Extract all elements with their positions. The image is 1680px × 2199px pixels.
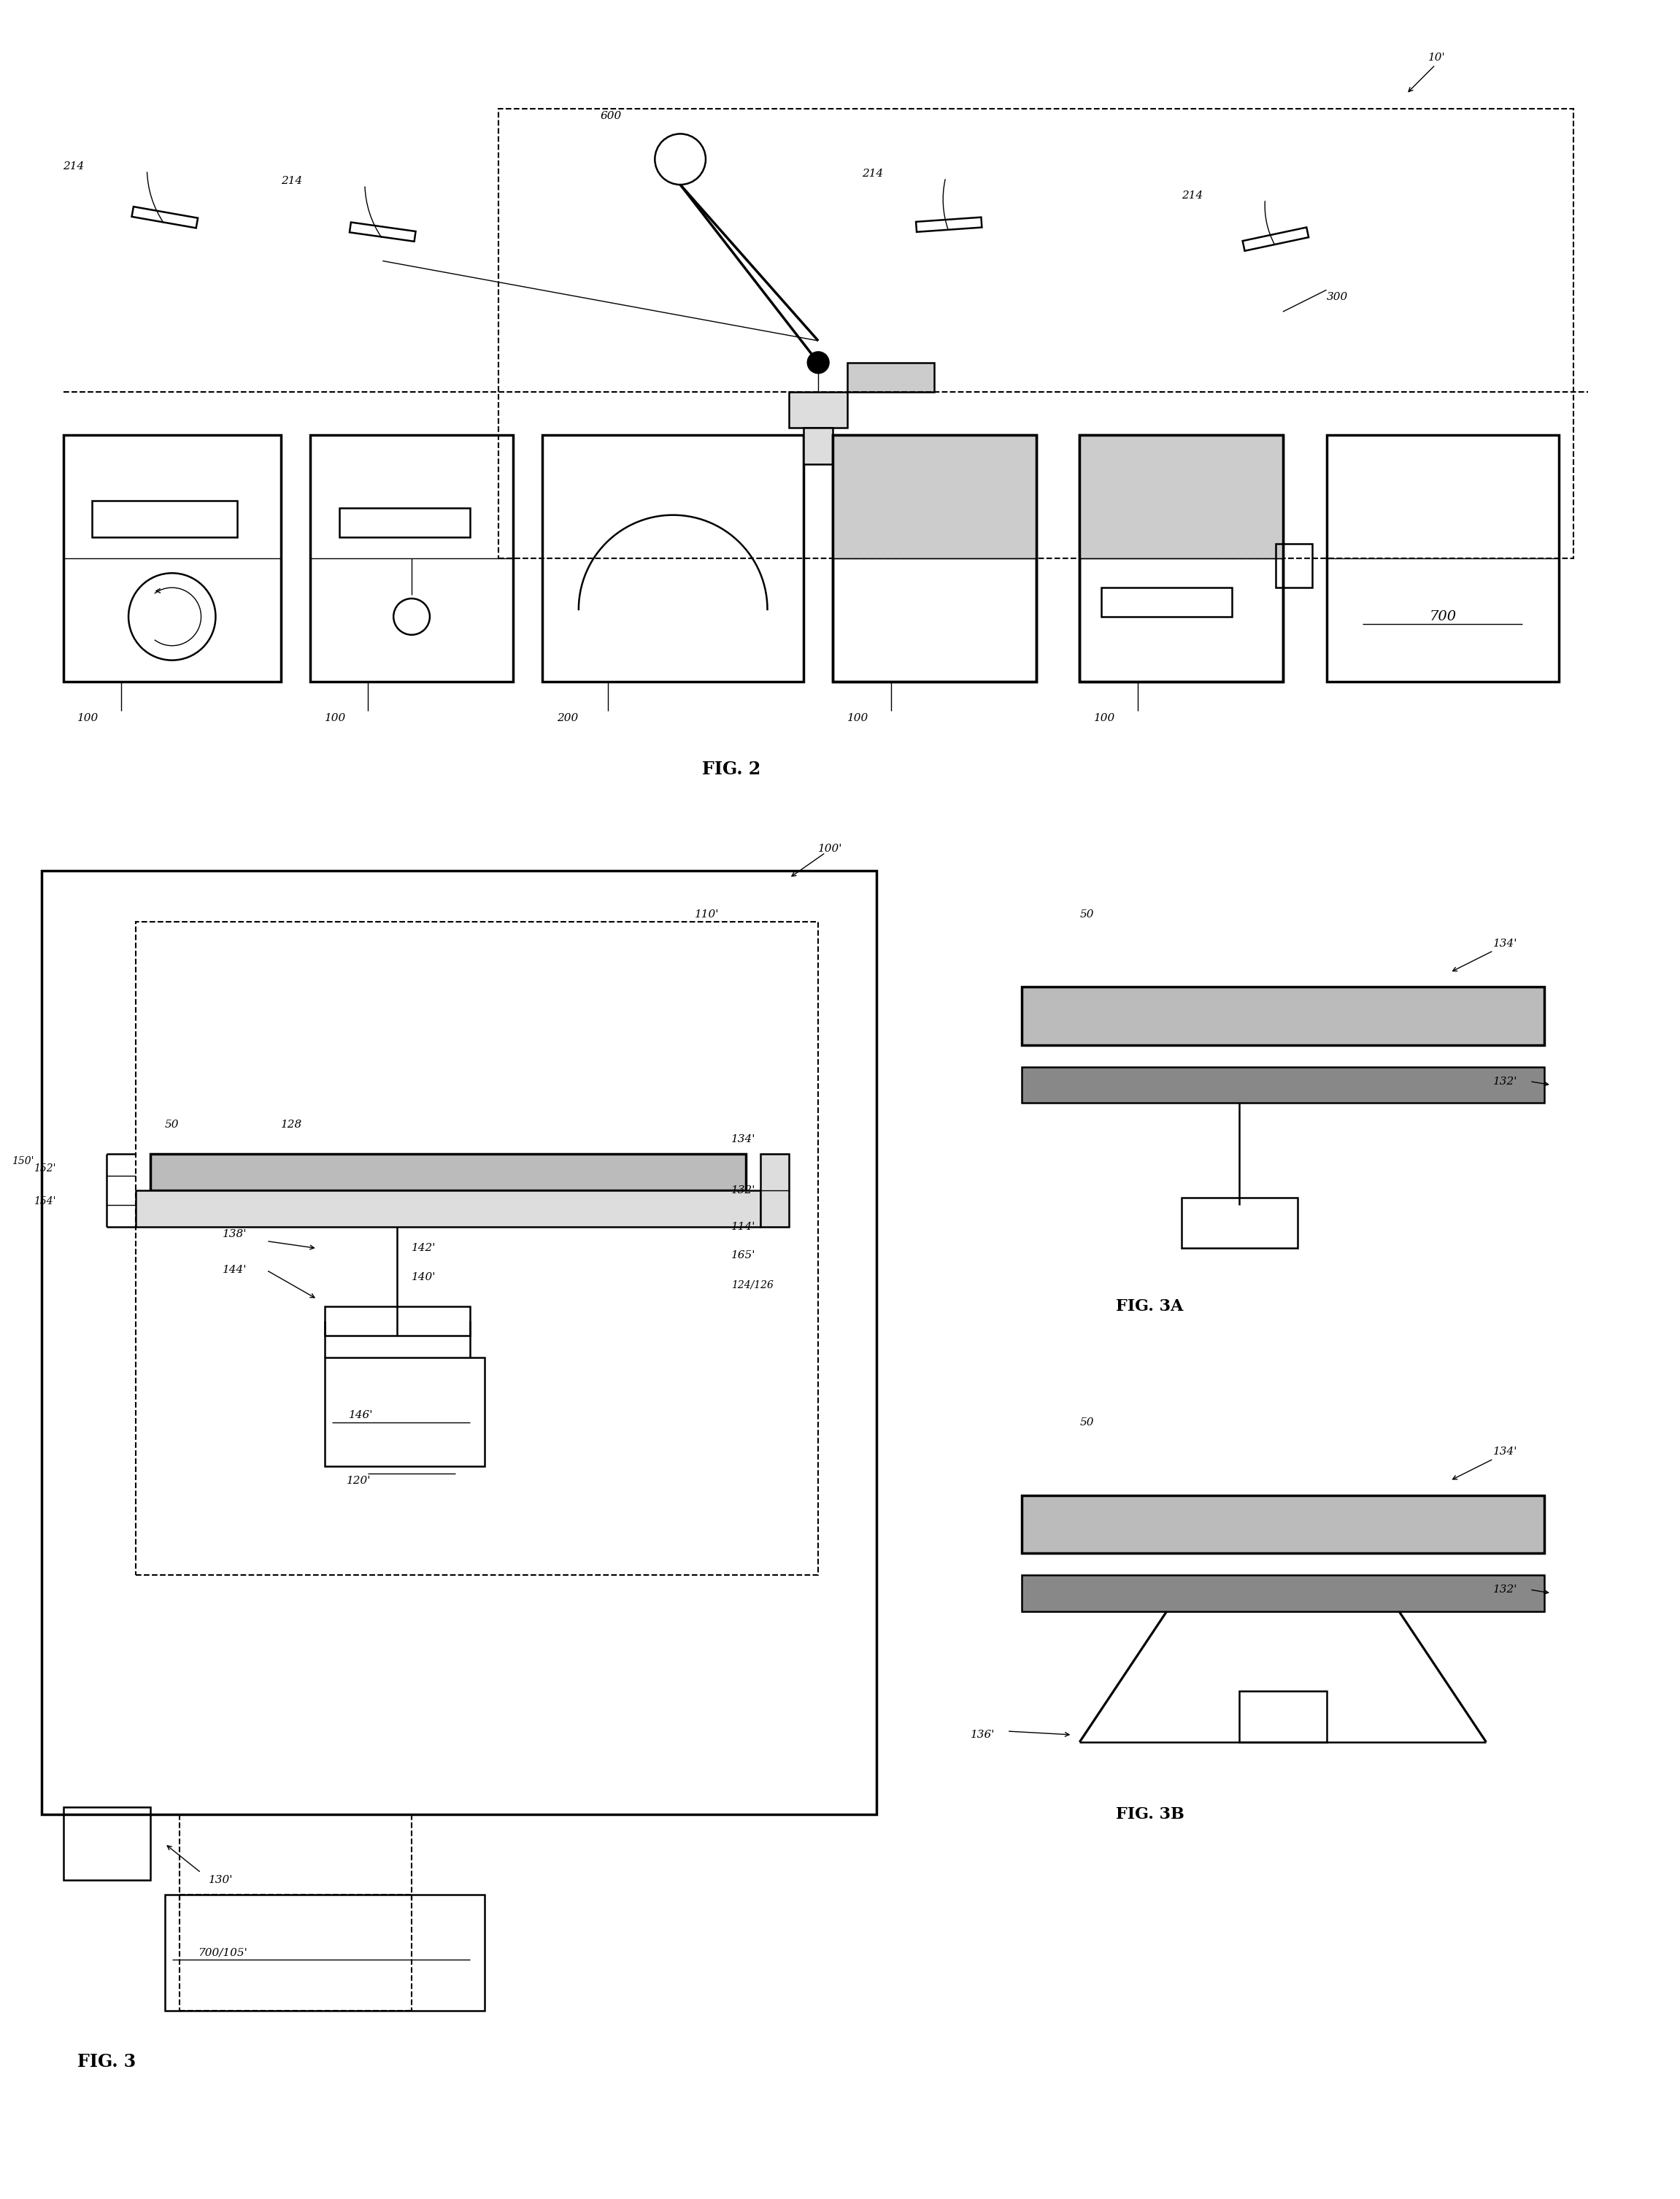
Text: 132': 132' bbox=[1494, 1585, 1517, 1594]
Bar bbox=[759, 1154, 790, 1227]
Text: 165': 165' bbox=[731, 1251, 756, 1260]
Bar bbox=[1080, 435, 1284, 682]
Text: 154': 154' bbox=[34, 1196, 55, 1207]
Bar bbox=[64, 1808, 150, 1880]
Text: 214: 214 bbox=[1181, 191, 1203, 200]
Text: 100: 100 bbox=[77, 712, 99, 723]
Bar bbox=[324, 1357, 484, 1467]
Text: 134': 134' bbox=[1494, 939, 1517, 948]
Text: 134': 134' bbox=[731, 1135, 756, 1143]
Bar bbox=[833, 435, 1037, 682]
Text: 114': 114' bbox=[731, 1220, 756, 1231]
Text: 130': 130' bbox=[208, 1876, 234, 1885]
Bar bbox=[42, 871, 877, 1814]
Text: 144': 144' bbox=[223, 1264, 247, 1275]
Text: 214: 214 bbox=[862, 169, 884, 178]
Bar bbox=[916, 218, 981, 231]
Text: 140': 140' bbox=[412, 1273, 437, 1282]
Bar bbox=[349, 222, 415, 242]
Bar bbox=[499, 108, 1572, 559]
Bar bbox=[1021, 1574, 1544, 1612]
Text: 50: 50 bbox=[1080, 1418, 1094, 1427]
Text: 134': 134' bbox=[1494, 1447, 1517, 1456]
Bar bbox=[150, 1154, 746, 1190]
Bar bbox=[92, 501, 237, 537]
Text: FIG. 3B: FIG. 3B bbox=[1116, 1808, 1184, 1823]
Text: 124/126: 124/126 bbox=[731, 1280, 773, 1291]
Text: 100: 100 bbox=[847, 712, 869, 723]
Bar bbox=[833, 435, 1037, 682]
Bar bbox=[1181, 1198, 1297, 1249]
Text: 128: 128 bbox=[281, 1119, 302, 1130]
Text: 10': 10' bbox=[1428, 53, 1445, 64]
Text: 700: 700 bbox=[1430, 609, 1457, 622]
Text: 110': 110' bbox=[696, 908, 719, 919]
Text: 100': 100' bbox=[818, 844, 843, 853]
Bar bbox=[165, 1896, 484, 2010]
Bar bbox=[543, 435, 803, 682]
Bar bbox=[1021, 1495, 1544, 1552]
Text: 600: 600 bbox=[600, 110, 622, 121]
Text: 700/105': 700/105' bbox=[198, 1948, 247, 1957]
Bar bbox=[1021, 1067, 1544, 1104]
Bar bbox=[1021, 987, 1544, 1045]
Text: 136': 136' bbox=[971, 1731, 995, 1739]
Text: 152': 152' bbox=[34, 1163, 55, 1174]
Bar bbox=[1243, 226, 1309, 251]
Bar bbox=[136, 1190, 759, 1227]
Text: 100: 100 bbox=[1094, 712, 1116, 723]
Text: 150': 150' bbox=[12, 1157, 34, 1165]
Text: 142': 142' bbox=[412, 1242, 437, 1253]
Text: 300: 300 bbox=[1327, 292, 1347, 301]
Text: FIG. 3: FIG. 3 bbox=[77, 2054, 136, 2069]
Text: 214: 214 bbox=[64, 161, 84, 172]
Text: FIG. 3A: FIG. 3A bbox=[1116, 1297, 1183, 1315]
Bar bbox=[324, 1306, 470, 1335]
Text: 138': 138' bbox=[223, 1229, 247, 1238]
Bar bbox=[311, 435, 514, 682]
Bar bbox=[790, 391, 847, 429]
Text: 132': 132' bbox=[731, 1185, 756, 1196]
Bar bbox=[339, 508, 470, 537]
Bar bbox=[136, 921, 818, 1574]
Bar bbox=[847, 363, 934, 391]
Text: 214: 214 bbox=[281, 176, 302, 187]
Bar bbox=[64, 435, 281, 682]
Bar bbox=[131, 207, 198, 229]
Text: 120': 120' bbox=[346, 1476, 371, 1487]
Bar bbox=[1275, 543, 1312, 587]
Text: FIG. 2: FIG. 2 bbox=[702, 761, 761, 778]
Text: 50: 50 bbox=[165, 1119, 180, 1130]
Text: 132': 132' bbox=[1494, 1075, 1517, 1086]
Bar bbox=[803, 429, 833, 464]
Bar bbox=[1102, 587, 1231, 616]
Text: 200: 200 bbox=[556, 712, 578, 723]
Text: 50: 50 bbox=[1080, 908, 1094, 919]
Bar bbox=[833, 435, 1037, 559]
Circle shape bbox=[808, 352, 830, 374]
Bar bbox=[1327, 435, 1559, 682]
Text: 146': 146' bbox=[348, 1410, 373, 1421]
Bar bbox=[1080, 435, 1284, 682]
Bar bbox=[1240, 1691, 1327, 1742]
Text: 100: 100 bbox=[324, 712, 346, 723]
Bar bbox=[1080, 435, 1284, 559]
